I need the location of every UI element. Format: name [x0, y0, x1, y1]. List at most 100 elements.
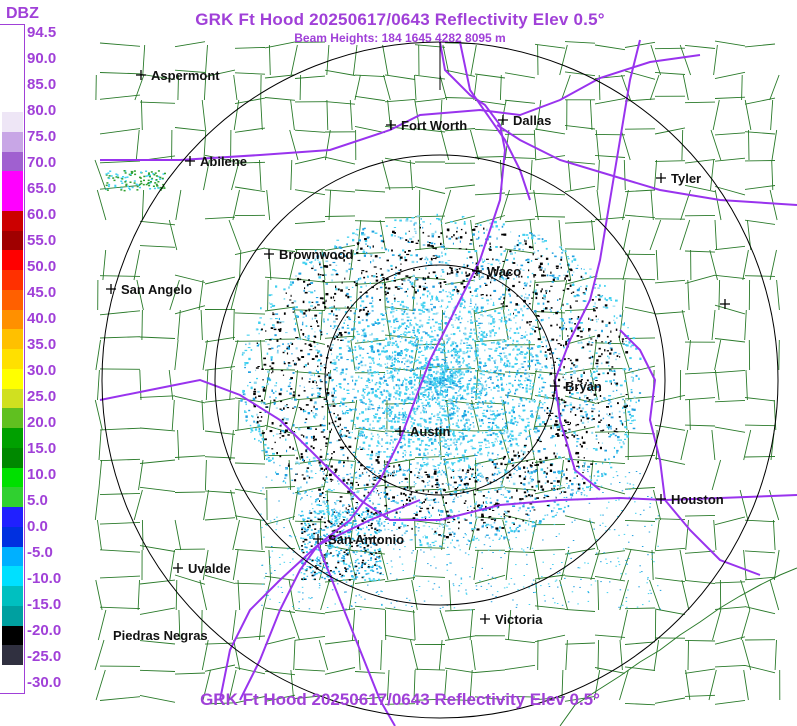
echo-pixel	[440, 365, 442, 367]
echo-pixel	[354, 349, 357, 351]
echo-pixel	[407, 445, 411, 448]
echo-pixel	[473, 493, 476, 496]
echo-pixel	[457, 415, 459, 417]
echo-pixel	[480, 519, 484, 521]
echo-pixel	[375, 273, 378, 275]
echo-pixel	[351, 431, 353, 434]
echo-pixel	[521, 384, 523, 386]
echo-pixel	[454, 268, 457, 271]
echo-pixel	[580, 385, 584, 387]
echo-pixel	[537, 450, 541, 453]
echo-pixel	[341, 326, 344, 329]
echo-pixel	[261, 368, 264, 370]
echo-pixel	[439, 411, 441, 413]
echo-pixel	[468, 273, 471, 276]
echo-pixel	[630, 399, 632, 402]
echo-pixel	[598, 355, 602, 358]
county-line	[99, 454, 776, 466]
echo-pixel	[595, 434, 598, 437]
echo-pixel	[401, 336, 403, 339]
echo-pixel	[579, 330, 583, 333]
echo-pixel	[443, 436, 445, 439]
echo-pixel	[309, 343, 312, 346]
echo-pixel	[509, 313, 512, 316]
echo-pixel	[422, 457, 424, 461]
echo-pixel	[433, 382, 436, 385]
echo-pixel	[333, 391, 335, 395]
echo-pixel	[523, 283, 526, 285]
echo-pixel	[319, 389, 321, 392]
echo-pixel	[404, 416, 407, 418]
echo-pixel	[525, 390, 528, 393]
echo-pixel	[310, 282, 314, 284]
echo-pixel	[322, 254, 325, 257]
echo-pixel	[441, 319, 443, 323]
echo-pixel	[431, 245, 434, 248]
echo-pixel	[458, 386, 461, 388]
echo-pixel	[286, 407, 290, 409]
echo-pixel	[311, 358, 315, 360]
echo-pixel	[342, 477, 345, 480]
echo-pixel	[403, 280, 406, 282]
echo-pixel	[494, 466, 497, 469]
echo-pixel	[260, 401, 263, 405]
echo-pixel	[591, 419, 593, 421]
echo-pixel	[406, 348, 409, 351]
echo-pixel	[303, 365, 306, 368]
echo-pixel	[508, 460, 511, 463]
echo-pixel	[549, 290, 551, 293]
echo-pixel	[409, 539, 412, 541]
echo-pixel	[466, 278, 469, 280]
echo-pixel	[520, 337, 524, 339]
echo-pixel	[393, 280, 396, 282]
echo-pixel	[382, 468, 385, 470]
echo-pixel	[434, 386, 437, 389]
echo-pixel	[567, 487, 570, 489]
echo-pixel	[516, 453, 518, 456]
echo-pixel	[520, 294, 523, 298]
echo-pixel	[467, 428, 471, 431]
echo-pixel	[494, 424, 498, 426]
echo-pixel	[528, 303, 531, 305]
echo-pixel	[312, 447, 315, 450]
echo-pixel	[319, 393, 321, 395]
echo-pixel	[474, 377, 476, 380]
echo-pixel	[397, 286, 401, 288]
echo-pixel	[447, 386, 451, 388]
echo-pixel	[349, 410, 352, 412]
echo-pixel	[349, 436, 352, 439]
echo-pixel	[319, 504, 322, 506]
echo-pixel	[526, 259, 528, 261]
echo-pixel	[450, 375, 454, 377]
echo-pixel	[447, 438, 449, 440]
echo-pixel	[517, 384, 519, 386]
echo-pixel	[427, 360, 430, 362]
echo-pixel	[473, 276, 476, 278]
echo-pixel	[281, 321, 285, 323]
echo-pixel	[501, 476, 505, 478]
echo-pixel	[441, 436, 444, 439]
echo-pixel	[374, 321, 376, 323]
echo-pixel	[546, 274, 549, 277]
echo-pixel	[528, 245, 531, 249]
echo-pixel	[357, 390, 359, 393]
echo-pixel	[463, 410, 467, 413]
echo-pixel	[458, 355, 461, 357]
echo-pixel	[292, 311, 294, 313]
echo-pixel	[325, 389, 327, 392]
echo-pixel	[563, 473, 565, 476]
echo-pixel	[422, 366, 424, 368]
echo-pixel	[480, 402, 483, 404]
echo-pixel	[369, 302, 373, 304]
echo-pixel	[329, 441, 332, 444]
echo-pixel	[286, 352, 289, 355]
echo-pixel	[530, 392, 532, 395]
echo-pixel	[404, 428, 406, 430]
echo-pixel	[529, 503, 533, 505]
echo-pixel	[316, 387, 320, 389]
echo-pixel	[474, 375, 476, 378]
echo-pixel	[545, 339, 548, 342]
echo-pixel	[527, 236, 529, 240]
echo-pixel	[287, 362, 291, 364]
